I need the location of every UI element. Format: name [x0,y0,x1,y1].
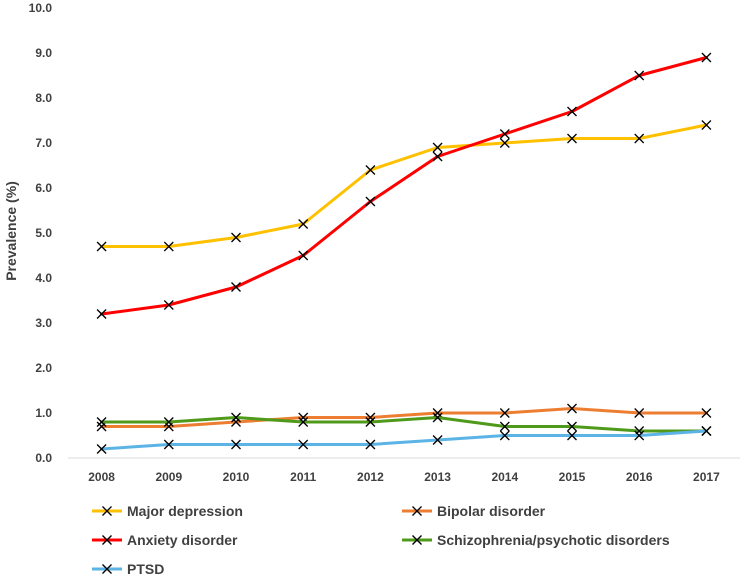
series-line [100,407,708,428]
data-point-marker [365,439,376,450]
legend-item: Major depression [92,503,243,519]
data-point-marker [701,120,712,130]
y-tick-label: 3.0 [35,316,52,330]
data-point-marker [634,408,645,418]
x-axis-ticks: 2008 2009 2010 2011 2012 2013 2014 2015 2016 2017 [88,470,720,484]
legend-label: Schizophrenia/psychotic disorders [437,532,670,548]
legend-item: Anxiety disorder [92,532,238,548]
data-point-marker [634,430,645,441]
data-point-marker [432,142,443,153]
data-point-marker [499,408,510,418]
data-point-marker [96,444,107,454]
y-axis-ticks: 0.0 1.0 2.0 3.0 4.0 5.0 6.0 7.0 8.0 9.0 10.0 [29,1,53,465]
y-tick-label: 4.0 [35,271,52,285]
legend-label: Major depression [127,503,243,519]
data-point-marker [701,408,712,418]
x-tick-label: 2012 [357,470,384,484]
data-point-marker [634,70,645,81]
data-point-marker [432,151,443,162]
data-point-marker [567,403,577,414]
x-tick-label: 2009 [155,470,182,484]
data-point-marker [231,412,241,423]
data-point-marker [163,241,174,252]
data-point-marker [634,133,645,144]
data-point-marker [298,417,309,427]
data-point-marker [499,430,510,441]
data-point-marker [499,129,510,139]
legend-item: PTSD [92,561,164,575]
legend-label: PTSD [127,561,164,575]
legend-item: Schizophrenia/psychotic disorders [402,532,670,548]
series-3 [96,412,712,436]
x-tick-label: 2015 [559,470,586,484]
data-point-marker [365,165,376,175]
y-tick-label: 8.0 [35,91,52,105]
data-point-marker [701,426,712,436]
legend-marker [412,535,422,545]
series-line [100,56,708,316]
data-point-marker [567,421,577,432]
data-point-marker [298,250,309,261]
x-tick-label: 2017 [693,470,720,484]
x-tick-label: 2013 [424,470,451,484]
series-line [100,123,708,248]
x-tick-label: 2016 [626,470,653,484]
y-axis-label: Prevalence (%) [3,181,19,281]
data-point-marker [432,412,443,423]
data-point-marker [432,408,443,418]
legend-item: Bipolar disorder [402,503,546,519]
data-point-marker [231,282,241,292]
series-line [100,429,708,451]
x-tick-label: 2010 [223,470,250,484]
y-tick-label: 10.0 [29,1,53,15]
data-point-marker [231,439,241,450]
y-tick-label: 9.0 [35,46,52,60]
data-point-marker [231,232,241,243]
legend-label: Anxiety disorder [127,532,238,548]
legend-marker [102,506,112,516]
data-point-marker [96,309,107,319]
data-point-marker [432,435,443,445]
legend-label: Bipolar disorder [437,503,546,519]
data-point-marker [298,439,309,450]
data-point-marker [163,439,174,450]
data-point-marker [365,196,376,207]
data-point-marker [163,300,174,310]
y-tick-label: 0.0 [35,451,52,465]
series-layer [96,52,712,454]
series-line [100,416,708,433]
data-point-marker [567,430,577,441]
data-point-marker [567,133,577,144]
y-tick-label: 1.0 [35,406,52,420]
series-4 [96,426,712,454]
y-tick-label: 5.0 [35,226,52,240]
y-tick-label: 2.0 [35,361,52,375]
y-tick-label: 7.0 [35,136,52,150]
series-1 [96,403,712,432]
data-point-marker [567,106,577,117]
data-point-marker [365,417,376,427]
legend-marker [412,506,422,516]
data-point-marker [298,219,309,229]
legend-marker [102,535,112,545]
data-point-marker [96,241,107,252]
legend: Major depression Bipolar disorder Anxiety … [92,503,670,575]
legend-marker [102,564,112,574]
data-point-marker [163,417,174,427]
x-tick-label: 2008 [88,470,115,484]
x-tick-label: 2014 [491,470,518,484]
data-point-marker [499,421,510,432]
x-tick-label: 2011 [290,470,316,484]
data-point-marker [701,52,712,63]
series-2 [96,52,712,319]
data-point-marker [499,138,510,148]
data-point-marker [96,417,107,427]
y-tick-label: 6.0 [35,181,52,195]
series-0 [96,120,712,252]
